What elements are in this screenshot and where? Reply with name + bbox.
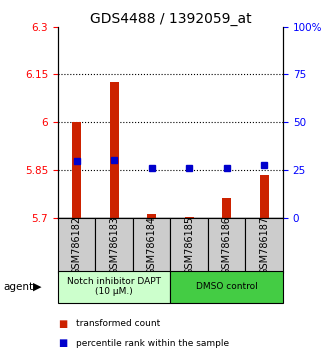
Text: GSM786187: GSM786187 <box>259 216 269 275</box>
Text: Notch inhibitor DAPT
(10 μM.): Notch inhibitor DAPT (10 μM.) <box>67 277 161 296</box>
Bar <box>147 214 156 218</box>
Bar <box>110 82 119 218</box>
Bar <box>184 217 194 218</box>
Text: ▶: ▶ <box>33 282 42 292</box>
Bar <box>58 271 170 303</box>
Bar <box>208 218 246 273</box>
Text: GSM786184: GSM786184 <box>147 216 157 275</box>
Bar <box>72 122 81 218</box>
Bar <box>246 218 283 273</box>
Text: DMSO control: DMSO control <box>196 282 258 291</box>
Title: GDS4488 / 1392059_at: GDS4488 / 1392059_at <box>90 12 251 25</box>
Bar <box>133 218 170 273</box>
Bar <box>222 198 231 218</box>
Text: GSM786182: GSM786182 <box>72 216 82 275</box>
Bar <box>58 218 95 273</box>
Text: ■: ■ <box>58 338 67 348</box>
Bar <box>95 218 133 273</box>
Text: transformed count: transformed count <box>76 319 161 329</box>
Text: GSM786185: GSM786185 <box>184 216 194 275</box>
Text: ■: ■ <box>58 319 67 329</box>
Text: agent: agent <box>3 282 33 292</box>
Bar <box>260 175 269 218</box>
Text: GSM786183: GSM786183 <box>109 216 119 275</box>
Text: GSM786186: GSM786186 <box>222 216 232 275</box>
Bar <box>170 218 208 273</box>
Text: percentile rank within the sample: percentile rank within the sample <box>76 339 229 348</box>
Bar <box>170 271 283 303</box>
